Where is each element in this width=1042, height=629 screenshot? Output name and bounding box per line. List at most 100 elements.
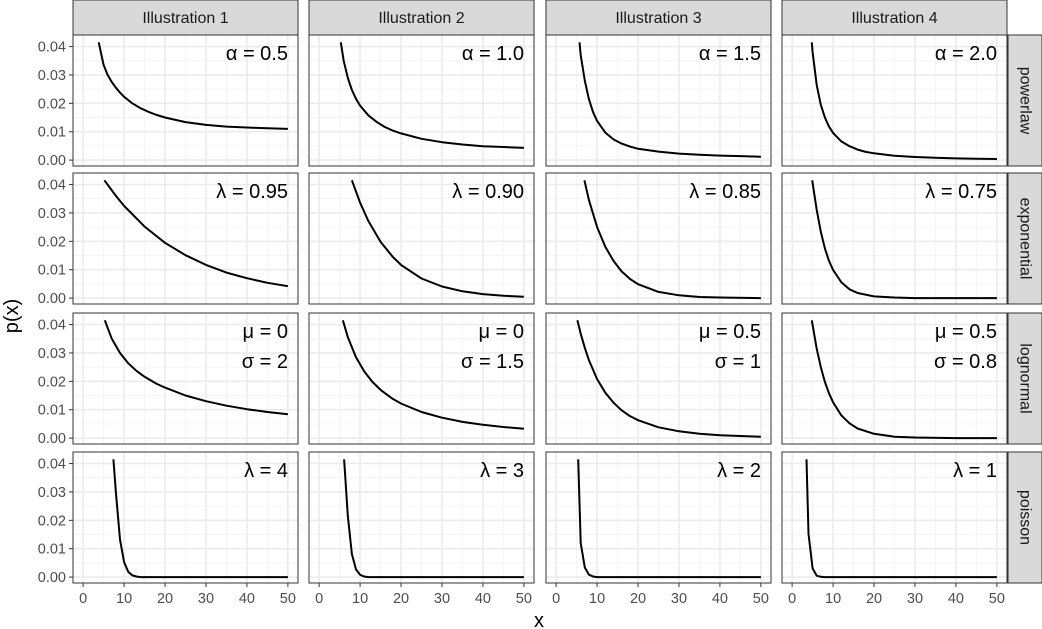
column-strip-background xyxy=(72,0,299,36)
y-tick-label: 0.03 xyxy=(38,68,66,84)
panel-border xyxy=(308,312,535,445)
panel-border xyxy=(781,312,1008,445)
series-line xyxy=(583,180,761,300)
panel-exponential-2: λ = 0.90 xyxy=(308,172,535,305)
panel-border xyxy=(72,172,299,305)
panel-annotation: α = 1.0 xyxy=(462,43,524,65)
x-tick-label: 50 xyxy=(989,591,1005,607)
x-tick-label: 10 xyxy=(589,591,605,607)
panel-powerlaw-1: α = 0.5 xyxy=(72,34,299,167)
panel-annotation: α = 0.5 xyxy=(226,43,288,65)
x-axis-title: x xyxy=(534,610,544,629)
row-strip-background xyxy=(1007,34,1042,167)
y-tick-label: 0.04 xyxy=(38,457,66,473)
y-tick-label: 0.03 xyxy=(38,346,66,362)
panel-annotation: λ = 0.75 xyxy=(925,181,997,203)
y-tick-label: 0.04 xyxy=(38,40,66,56)
panel-border xyxy=(781,451,1008,584)
column-strip-4: Illustration 4 xyxy=(781,0,1008,36)
panel-poisson-4: λ = 1 xyxy=(781,451,1008,584)
row-strip-lognormal: lognormal xyxy=(1007,312,1042,445)
row-strip-background xyxy=(1007,172,1042,305)
column-strip-label: Illustration 2 xyxy=(378,10,464,27)
panel-annotation: λ = 2 xyxy=(717,460,761,482)
series-line xyxy=(339,42,524,149)
row-strip-background xyxy=(1007,312,1042,445)
column-strip-label: Illustration 3 xyxy=(615,10,701,27)
panel-border xyxy=(308,172,535,305)
row-strip-label: powerlaw xyxy=(1017,67,1034,135)
panel-annotation: α = 1.5 xyxy=(699,43,761,65)
panel-annotation: μ = 0.5 xyxy=(935,321,997,343)
panel-annotation: λ = 3 xyxy=(480,460,524,482)
panel-lognormal-1: μ = 0 σ = 2 xyxy=(72,312,299,445)
panel-annotation: μ = 0 xyxy=(243,321,288,343)
y-tick-label: 0.00 xyxy=(38,570,66,586)
y-tick-label: 0.01 xyxy=(38,263,66,279)
y-tick-label: 0.03 xyxy=(38,206,66,222)
panel-border xyxy=(72,312,299,445)
panels-layer: α = 0.5 α = 1.0 α = 1.5 α = 2.0 λ = 0.95 λ = … xyxy=(72,34,1008,584)
series-line xyxy=(577,459,761,579)
x-tick-label: 10 xyxy=(825,591,841,607)
y-tick-label: 0.00 xyxy=(38,431,66,447)
series-line xyxy=(810,320,997,440)
x-tick-label: 0 xyxy=(315,591,323,607)
panel-powerlaw-4: α = 2.0 xyxy=(781,34,1008,167)
x-tick-label: 50 xyxy=(516,591,532,607)
panel-annotation: λ = 4 xyxy=(244,460,288,482)
panel-border xyxy=(545,172,772,305)
row-strip-exponential: exponential xyxy=(1007,172,1042,305)
row-strip-powerlaw: powerlaw xyxy=(1007,34,1042,167)
x-tick-label: 40 xyxy=(239,591,255,607)
series-line xyxy=(576,320,761,438)
x-tick-label: 0 xyxy=(552,591,560,607)
series-line xyxy=(343,459,524,579)
panel-lognormal-3: μ = 0.5 σ = 1 xyxy=(545,312,772,445)
panel-border xyxy=(545,312,772,445)
series-line xyxy=(103,179,289,288)
y-tick-label: 0.01 xyxy=(38,125,66,141)
panel-poisson-2: λ = 3 xyxy=(308,451,535,584)
x-tick-label: 30 xyxy=(434,591,450,607)
y-tick-label: 0.00 xyxy=(38,153,66,169)
y-axis-title: p(x) xyxy=(1,299,23,333)
y-tick-label: 0.02 xyxy=(38,513,66,529)
x-tick-label: 10 xyxy=(352,591,368,607)
panel-annotation: λ = 0.95 xyxy=(216,181,288,203)
y-tick-label: 0.03 xyxy=(38,485,66,501)
panel-border xyxy=(781,172,1008,305)
x-tick-label: 50 xyxy=(753,591,769,607)
panel-annotation: σ = 1.5 xyxy=(461,351,524,373)
row-strip-label: exponential xyxy=(1017,198,1034,280)
x-tick-label: 0 xyxy=(79,591,87,607)
row-strip-background xyxy=(1007,451,1042,584)
x-tick-label: 0 xyxy=(788,591,796,607)
panel-annotation: λ = 0.85 xyxy=(689,181,761,203)
panel-lognormal-4: μ = 0.5 σ = 0.8 xyxy=(781,312,1008,445)
y-tick-label: 0.00 xyxy=(38,291,66,307)
y-tick-label: 0.01 xyxy=(38,542,66,558)
series-line xyxy=(97,42,288,130)
series-line xyxy=(350,179,524,298)
panel-lognormal-2: μ = 0 σ = 1.5 xyxy=(308,312,535,445)
column-strip-background xyxy=(781,0,1008,36)
y-tick-label: 0.04 xyxy=(38,318,66,334)
panel-border xyxy=(545,451,772,584)
column-strip-label: Illustration 1 xyxy=(142,10,228,27)
panel-annotation: λ = 0.90 xyxy=(452,181,524,203)
series-line xyxy=(341,320,524,430)
panel-poisson-1: λ = 4 xyxy=(72,451,299,584)
panel-poisson-3: λ = 2 xyxy=(545,451,772,584)
panel-powerlaw-3: α = 1.5 xyxy=(545,34,772,167)
column-strip-2: Illustration 2 xyxy=(308,0,535,36)
y-tick-label: 0.02 xyxy=(38,96,66,112)
column-strip-1: Illustration 1 xyxy=(72,0,299,36)
y-tick-label: 0.02 xyxy=(38,234,66,250)
panel-annotation: λ = 1 xyxy=(953,460,997,482)
panel-annotation: μ = 0 xyxy=(479,321,524,343)
x-tick-label: 20 xyxy=(393,591,409,607)
series-line xyxy=(103,319,289,416)
panel-annotation: σ = 1 xyxy=(715,351,761,373)
panel-exponential-3: λ = 0.85 xyxy=(545,172,772,305)
